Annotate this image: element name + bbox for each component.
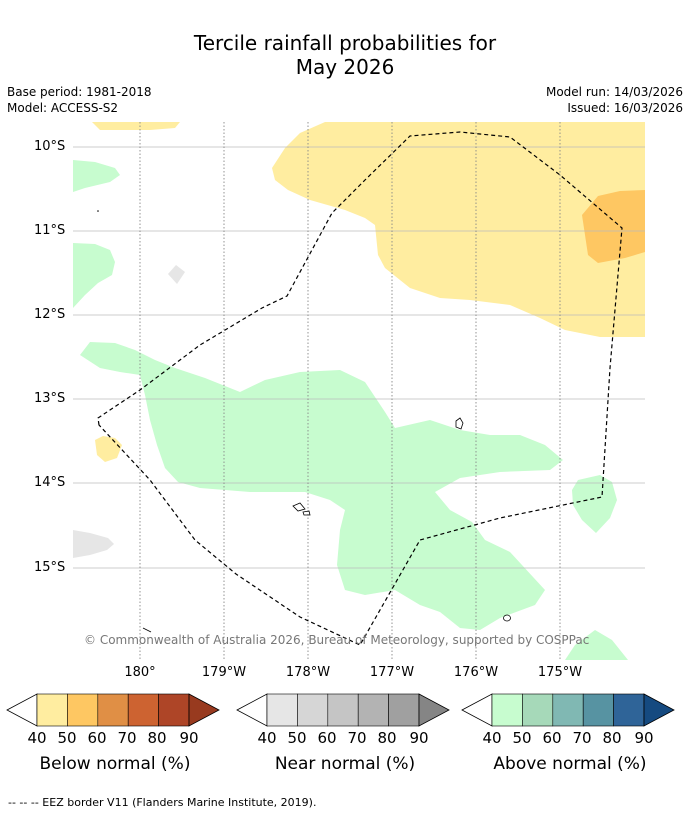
eez-legend: -- -- -- EEZ border V11 (Flanders Marine…: [8, 796, 317, 809]
colorbar-caption-near: Near normal (%): [274, 754, 416, 774]
map-title-line1: Tercile rainfall probabilities for: [193, 31, 497, 55]
tick-label: 70: [347, 729, 367, 747]
colorbar-above-normal: [461, 693, 675, 727]
lon-label: 177°W: [369, 665, 415, 680]
lon-label: 179°W: [201, 665, 247, 680]
colorbar-caption-below: Below normal (%): [39, 754, 191, 774]
colorbar-swatch: [67, 693, 99, 727]
tick-label: 60: [317, 729, 337, 747]
tick-label: 40: [257, 729, 277, 747]
colorbar-swatch: [36, 693, 68, 727]
colorbar-swatch: [327, 693, 359, 727]
colorbar-swatch: [613, 693, 645, 727]
lon-label: 175°W: [537, 665, 583, 680]
colorbar-swatch: [582, 693, 614, 727]
colorbar-swatch: [522, 693, 554, 727]
lat-label: 13°S: [34, 391, 66, 406]
colorbar-below-normal: [6, 693, 220, 727]
tick-label: 80: [147, 729, 167, 747]
lat-label: 10°S: [34, 139, 66, 154]
colorbar-swatch: [491, 693, 523, 727]
tick-label: 60: [542, 729, 562, 747]
near-normal-region: [73, 530, 114, 558]
colorbar-swatch: [388, 693, 420, 727]
colorbar-swatch: [266, 693, 298, 727]
lon-label: 178°W: [285, 665, 331, 680]
lat-label: 11°S: [34, 223, 66, 238]
tick-label: 80: [602, 729, 622, 747]
above-normal-region: [80, 342, 563, 630]
tick-label: 70: [117, 729, 137, 747]
base-period: Base period: 1981-2018: [7, 85, 152, 99]
tick-label: 50: [512, 729, 532, 747]
colorbar-swatch: [97, 693, 129, 727]
colorbar-swatch: [127, 693, 159, 727]
map-title-line2: May 2026: [295, 55, 395, 79]
tick-label: 40: [482, 729, 502, 747]
colorbar-near-normal: [236, 693, 450, 727]
colorbar-swatch: [158, 693, 190, 727]
tick-label: 90: [409, 729, 429, 747]
colorbar-swatch: [357, 693, 389, 727]
lon-label: 176°W: [453, 665, 499, 680]
lat-label: 15°S: [34, 560, 66, 575]
below-normal-region: [272, 122, 645, 337]
tick-label: 60: [87, 729, 107, 747]
colorbar-swatch: [297, 693, 329, 727]
below-normal-50-region: [582, 190, 645, 263]
colorbar-swatch: [552, 693, 584, 727]
tick-label: 90: [179, 729, 199, 747]
lon-label: 180°: [124, 665, 156, 680]
copyright-notice: © Commonwealth of Australia 2026, Bureau…: [84, 633, 590, 647]
tick-label: 50: [57, 729, 77, 747]
tick-label: 50: [287, 729, 307, 747]
model-run: Model run: 14/03/2026: [545, 85, 683, 99]
tick-label: 40: [27, 729, 47, 747]
model-name: Model: ACCESS-S2: [7, 101, 119, 115]
tick-label: 70: [572, 729, 592, 747]
issued-date: Issued: 16/03/2026: [567, 101, 683, 115]
tick-label: 80: [377, 729, 397, 747]
colorbar-caption-above: Above normal (%): [493, 754, 647, 774]
island-outline: [455, 417, 464, 430]
tick-label: 90: [634, 729, 654, 747]
lat-label: 12°S: [34, 307, 66, 322]
lat-label: 14°S: [34, 475, 66, 490]
